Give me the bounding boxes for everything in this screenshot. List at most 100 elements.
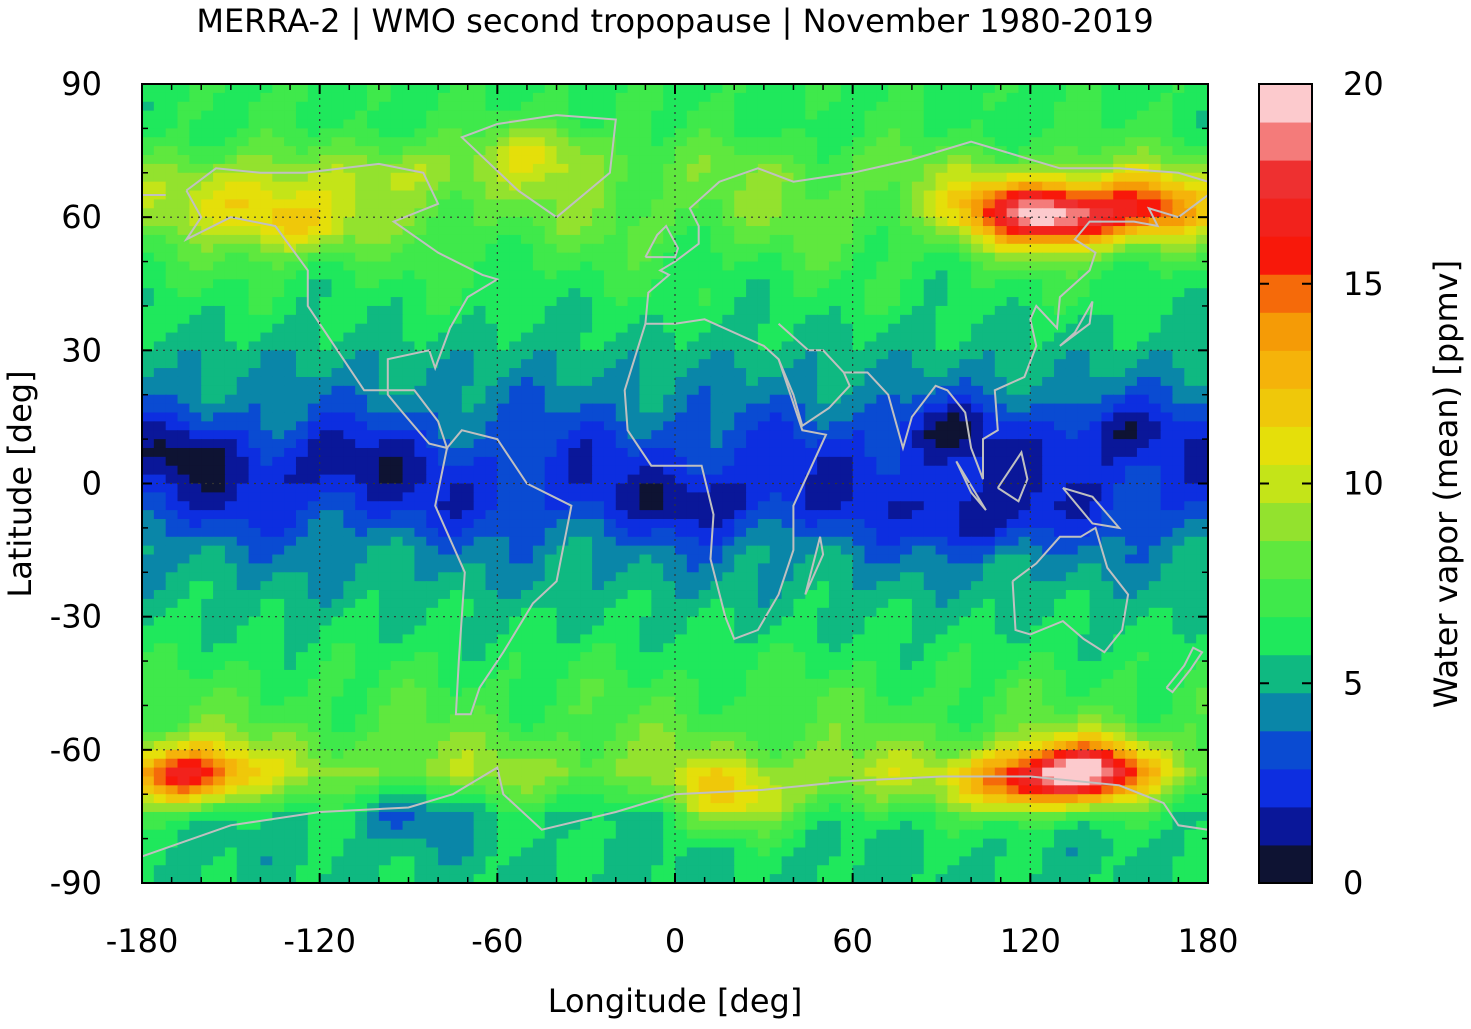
heatmap-cell: [627, 190, 641, 201]
heatmap-cell: [1030, 492, 1043, 502]
heatmap-cell: [1065, 474, 1079, 485]
heatmap-cell: [355, 403, 368, 414]
heatmap-cell: [1136, 261, 1150, 272]
heatmap-cell: [923, 92, 937, 103]
heatmap-cell: [461, 190, 475, 201]
heatmap-cell: [1006, 368, 1020, 378]
heatmap-cell: [852, 483, 866, 493]
heatmap-cell: [852, 341, 866, 351]
heatmap-cell: [935, 163, 949, 174]
heatmap-cell: [449, 465, 463, 476]
heatmap-cell: [1018, 554, 1031, 564]
heatmap-cell: [888, 270, 901, 280]
heatmap-cell: [1018, 412, 1031, 422]
heatmap-cell: [769, 385, 783, 396]
heatmap-cell: [142, 439, 155, 449]
heatmap-cell: [568, 323, 581, 334]
heatmap-cell: [935, 137, 949, 147]
heatmap-cell: [236, 172, 250, 183]
heatmap-cell: [888, 137, 901, 147]
heatmap-cell: [153, 341, 167, 351]
heatmap-cell: [213, 208, 226, 218]
heatmap-cell: [1089, 501, 1102, 511]
heatmap-cell: [994, 527, 1008, 538]
heatmap-cell: [497, 137, 510, 147]
heatmap-cell: [189, 412, 202, 422]
heatmap-cell: [213, 137, 226, 147]
heatmap-cell: [769, 172, 783, 183]
heatmap-cell: [426, 279, 439, 289]
heatmap-cell: [390, 430, 404, 440]
heatmap-cell: [1006, 84, 1020, 94]
heatmap-cell: [378, 305, 392, 316]
heatmap-cell: [994, 155, 1008, 165]
heatmap-cell: [1006, 519, 1020, 529]
heatmap-cell: [722, 92, 735, 103]
heatmap-cell: [947, 430, 960, 440]
heatmap-cell: [651, 430, 664, 440]
heatmap-cell: [651, 270, 664, 280]
heatmap-cell: [1160, 323, 1174, 334]
heatmap-cell: [461, 270, 475, 280]
heatmap-cell: [1160, 92, 1174, 103]
heatmap-cell: [805, 368, 818, 378]
heatmap-cell: [177, 190, 190, 201]
heatmap-cell: [876, 403, 889, 414]
heatmap-cell: [793, 119, 806, 129]
heatmap-cell: [805, 421, 818, 431]
heatmap-cell: [1018, 208, 1031, 218]
heatmap-cell: [213, 92, 226, 103]
heatmap-cell: [213, 323, 226, 334]
heatmap-cell: [201, 119, 214, 129]
heatmap-cell: [840, 519, 854, 529]
heatmap-cell: [1148, 359, 1162, 369]
heatmap-cell: [1089, 288, 1102, 298]
heatmap-cell: [319, 341, 333, 351]
heatmap-cell: [497, 261, 510, 272]
heatmap-cell: [295, 110, 309, 121]
heatmap-cell: [1101, 243, 1114, 254]
heatmap-cell: [805, 510, 818, 520]
heatmap-cell: [355, 172, 368, 183]
heatmap-cell: [177, 527, 190, 538]
heatmap-cell: [355, 252, 368, 263]
heatmap-cell: [473, 190, 487, 201]
heatmap-cell: [1030, 119, 1043, 129]
heatmap-cell: [224, 217, 238, 227]
heatmap-cell: [1054, 119, 1067, 129]
heatmap-cell: [828, 305, 842, 316]
heatmap-cell: [627, 456, 641, 467]
heatmap-cell: [1042, 341, 1055, 351]
heatmap-cell: [615, 305, 629, 316]
heatmap-cell: [1042, 359, 1055, 369]
heatmap-cell: [189, 483, 202, 493]
heatmap-cell: [1125, 483, 1138, 493]
heatmap-cell: [521, 572, 534, 582]
heatmap-cell: [982, 163, 996, 174]
heatmap-cell: [781, 341, 795, 351]
heatmap-cell: [438, 536, 451, 547]
heatmap-cell: [840, 226, 854, 236]
heatmap-cell: [710, 226, 723, 236]
heatmap-cell: [1054, 314, 1067, 325]
heatmap-cell: [1136, 172, 1150, 183]
heatmap-cell: [461, 119, 475, 129]
heatmap-cell: [639, 359, 652, 369]
heatmap-cell: [378, 84, 392, 94]
heatmap-cell: [734, 536, 747, 547]
heatmap-cell: [307, 554, 321, 564]
heatmap-cell: [1172, 243, 1185, 254]
heatmap-cell: [781, 297, 795, 307]
heatmap-cell: [473, 412, 487, 422]
heatmap-cell: [1172, 341, 1185, 351]
heatmap-cell: [698, 110, 712, 121]
heatmap-cell: [603, 456, 617, 467]
heatmap-cell: [923, 403, 937, 414]
heatmap-cell: [449, 137, 463, 147]
heatmap-cell: [355, 146, 368, 156]
heatmap-cell: [165, 394, 179, 405]
heatmap-cell: [426, 190, 439, 201]
heatmap-cell: [177, 243, 190, 254]
heatmap-cell: [1030, 234, 1043, 245]
heatmap-cell: [142, 84, 155, 94]
